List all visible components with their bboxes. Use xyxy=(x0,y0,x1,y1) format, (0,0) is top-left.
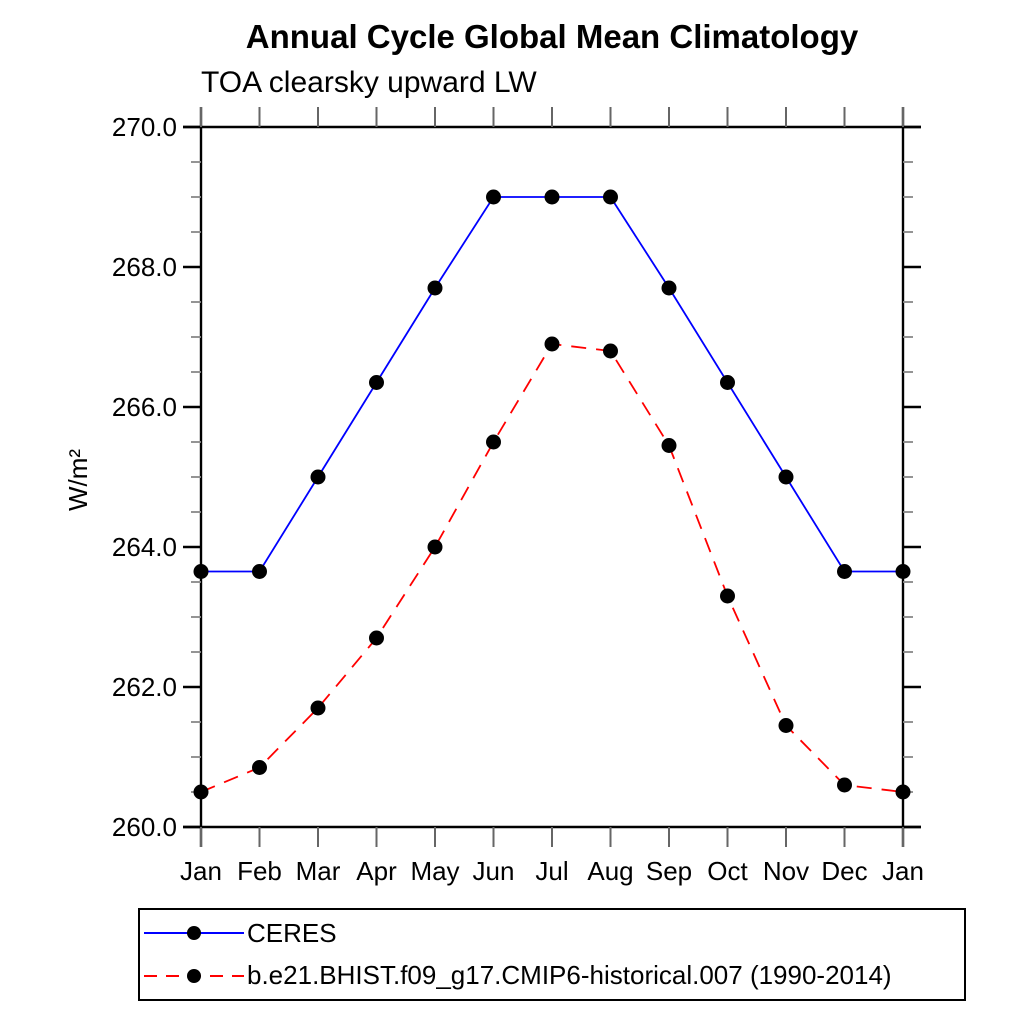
y-tick-label: 262.0 xyxy=(112,672,177,702)
chart-subtitle: TOA clearsky upward LW xyxy=(201,66,537,99)
x-tick-label: Apr xyxy=(356,856,397,886)
series-ceres xyxy=(193,189,911,579)
x-axis-tick-labels: Jan Feb Mar Apr May Jun Jul Aug Sep Oct Nov Dec Jan xyxy=(180,856,924,886)
x-tick-label: Jan xyxy=(180,856,222,886)
data-point-marker xyxy=(544,189,560,205)
y-tick-label: 260.0 xyxy=(112,812,177,842)
x-tick-label: Dec xyxy=(821,856,867,886)
legend-marker-icon xyxy=(187,968,201,983)
axes-frame xyxy=(183,107,921,847)
data-point-marker xyxy=(837,564,852,579)
x-tick-label: Sep xyxy=(646,856,692,886)
data-point-marker xyxy=(661,438,677,453)
data-point-marker xyxy=(720,588,735,604)
data-point-marker xyxy=(427,280,443,296)
x-tick-label: Jun xyxy=(473,856,515,886)
x-axis-ticks xyxy=(200,107,904,847)
data-point-marker xyxy=(310,700,326,716)
data-point-marker xyxy=(603,343,618,359)
data-point-marker xyxy=(895,784,911,800)
data-point-marker xyxy=(369,630,384,646)
x-tick-label: Feb xyxy=(237,856,282,886)
legend-item: b.e21.BHIST.f09_g17.CMIP6-historical.007… xyxy=(144,956,964,996)
x-tick-label: Aug xyxy=(587,856,633,886)
y-tick-label: 270.0 xyxy=(112,112,177,142)
data-point-marker xyxy=(252,760,267,775)
x-tick-label: Jul xyxy=(535,856,568,886)
data-point-marker xyxy=(369,375,384,390)
series-line xyxy=(201,196,903,573)
data-point-marker xyxy=(310,469,326,485)
data-point-marker xyxy=(720,375,735,390)
data-point-marker xyxy=(544,336,560,352)
data-point-marker xyxy=(486,189,501,205)
x-tick-label: Mar xyxy=(296,856,341,886)
y-tick-label: 264.0 xyxy=(112,532,177,562)
legend-line-sample xyxy=(144,968,244,983)
series-line xyxy=(200,343,904,793)
data-point-marker xyxy=(778,469,794,485)
legend-item: CERES xyxy=(144,913,964,953)
y-axis-tick-labels: 260.0 262.0 264.0 266.0 268.0 270.0 xyxy=(112,112,177,842)
page-title: Annual Cycle Global Mean Climatology xyxy=(245,18,859,55)
data-point-marker xyxy=(603,189,618,205)
data-point-marker xyxy=(193,564,209,579)
data-point-marker xyxy=(661,280,677,296)
series-model xyxy=(193,336,911,800)
legend-marker-icon xyxy=(187,926,201,941)
data-point-marker xyxy=(193,784,209,800)
data-point-marker xyxy=(778,718,794,733)
legend-label: CERES xyxy=(247,917,337,948)
data-point-marker xyxy=(486,434,501,450)
x-tick-label: May xyxy=(410,856,459,886)
data-point-marker xyxy=(837,777,852,793)
data-point-marker xyxy=(895,564,911,579)
y-tick-label: 268.0 xyxy=(112,252,177,282)
x-tick-label: Oct xyxy=(707,856,748,886)
x-tick-label: Jan xyxy=(882,856,924,886)
legend-label: b.e21.BHIST.f09_g17.CMIP6-historical.007… xyxy=(247,960,892,991)
x-tick-label: Nov xyxy=(763,856,809,886)
y-axis-ticks xyxy=(183,125,921,829)
legend: CERES b.e21.BHIST.f09_g17.CMIP6-historica… xyxy=(138,908,966,1001)
legend-line-sample xyxy=(144,926,244,941)
y-tick-label: 266.0 xyxy=(112,392,177,422)
data-point-marker xyxy=(252,564,267,579)
data-point-marker xyxy=(427,539,443,555)
